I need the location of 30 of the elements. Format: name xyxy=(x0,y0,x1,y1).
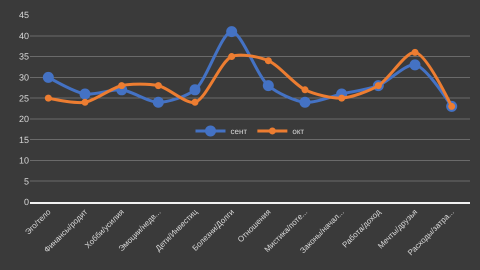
point xyxy=(82,98,88,106)
y-tick-label: 10 xyxy=(18,156,29,166)
y-tick-label: 35 xyxy=(18,52,29,62)
point xyxy=(410,59,420,70)
point xyxy=(226,26,238,38)
point xyxy=(262,80,274,92)
point xyxy=(118,82,126,90)
y-tick-label: 30 xyxy=(18,72,29,82)
y-tick-label: 40 xyxy=(18,30,29,41)
point xyxy=(80,88,90,100)
legend-label: окт xyxy=(292,127,304,136)
point xyxy=(302,86,308,94)
y-tick-label: 45 xyxy=(18,10,29,20)
point xyxy=(192,98,198,106)
y-tick-label: 15 xyxy=(18,134,29,145)
point xyxy=(412,48,418,56)
point xyxy=(154,82,162,90)
y-tick-label: 20 xyxy=(18,114,29,124)
y-tick-label: 5 xyxy=(24,176,29,186)
point xyxy=(300,96,310,108)
point xyxy=(190,84,200,96)
point xyxy=(152,96,164,108)
y-tick-label: 25 xyxy=(18,93,29,104)
point xyxy=(44,94,52,102)
legend-label: сент xyxy=(230,127,248,136)
y-tick-label: 0 xyxy=(24,197,29,208)
point xyxy=(338,94,346,102)
point xyxy=(42,72,54,83)
point xyxy=(264,57,272,64)
point xyxy=(228,53,236,60)
